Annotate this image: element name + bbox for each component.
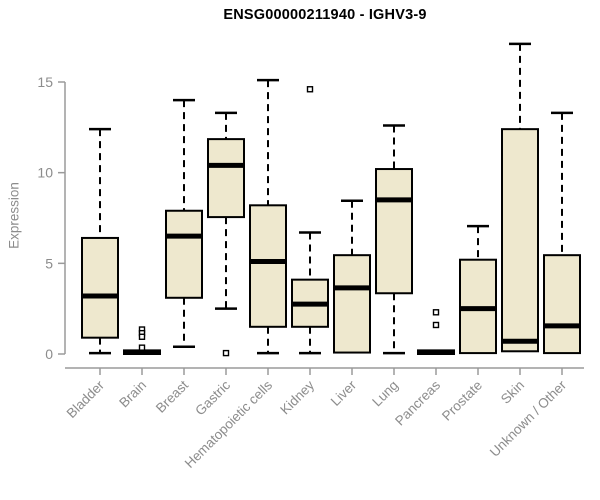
x-category-label: Unknown / Other [487,377,570,460]
outlier-point [138,333,146,340]
box-group-lung: Lung [369,124,413,410]
iqr-box [375,168,413,295]
iqr-box [207,138,245,219]
y-tick-label: 5 [45,255,53,271]
iqr-box [249,204,287,328]
box-group-liver: Liver [328,199,371,409]
y-tick-label: 15 [37,74,53,90]
outlier-point [222,349,230,357]
x-category-label: Lung [369,378,401,410]
chart-title: ENSG00000211940 - IGHV3-9 [223,7,427,23]
x-category-label: Skin [498,378,527,407]
iqr-box [333,254,371,354]
x-category-label: Pancreas [392,377,443,428]
x-category-label: Gastric [192,377,233,418]
box-group-prostate: Prostate [439,224,497,424]
y-tick-label: 0 [45,346,53,362]
x-category-label: Bladder [64,377,108,421]
outlier-point [138,344,146,351]
x-category-label: Brain [116,378,149,411]
x-category-label: Liver [328,377,360,409]
iqr-box [81,236,119,339]
y-tick-label: 10 [37,165,53,181]
box-group-bladder: Bladder [64,127,119,421]
outlier-point [432,309,440,316]
outlier-point [306,86,314,93]
x-category-label: Kidney [277,377,317,417]
iqr-box [501,128,539,353]
box-group-skin: Skin [498,42,539,407]
iqr-box [543,254,581,355]
iqr-box [165,209,203,299]
outlier-point [432,321,440,329]
x-category-label: Prostate [439,378,485,424]
x-category-label: Breast [153,377,191,415]
